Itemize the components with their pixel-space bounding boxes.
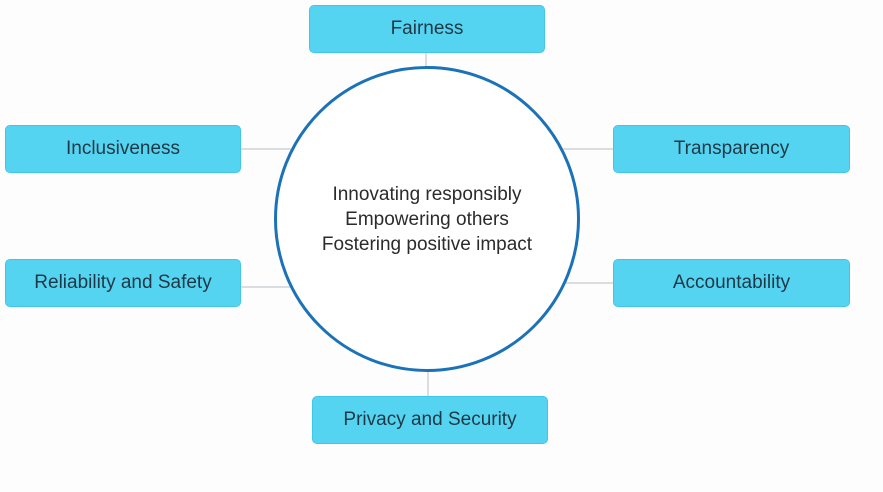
principle-accountability: Accountability — [613, 259, 850, 307]
center-line-empowering: Empowering others — [345, 208, 509, 230]
center-line-fostering: Fostering positive impact — [321, 233, 533, 255]
principle-fairness: Fairness — [309, 5, 545, 53]
principle-privacy-and-security: Privacy and Security — [312, 396, 548, 444]
principle-transparency: Transparency — [613, 125, 850, 173]
center-line-innovating: Innovating responsibly — [332, 183, 522, 205]
principle-reliability-and-safety: Reliability and Safety — [5, 259, 241, 307]
center-circle: Innovating responsibly Empowering others… — [274, 66, 580, 372]
principle-inclusiveness: Inclusiveness — [5, 125, 241, 173]
